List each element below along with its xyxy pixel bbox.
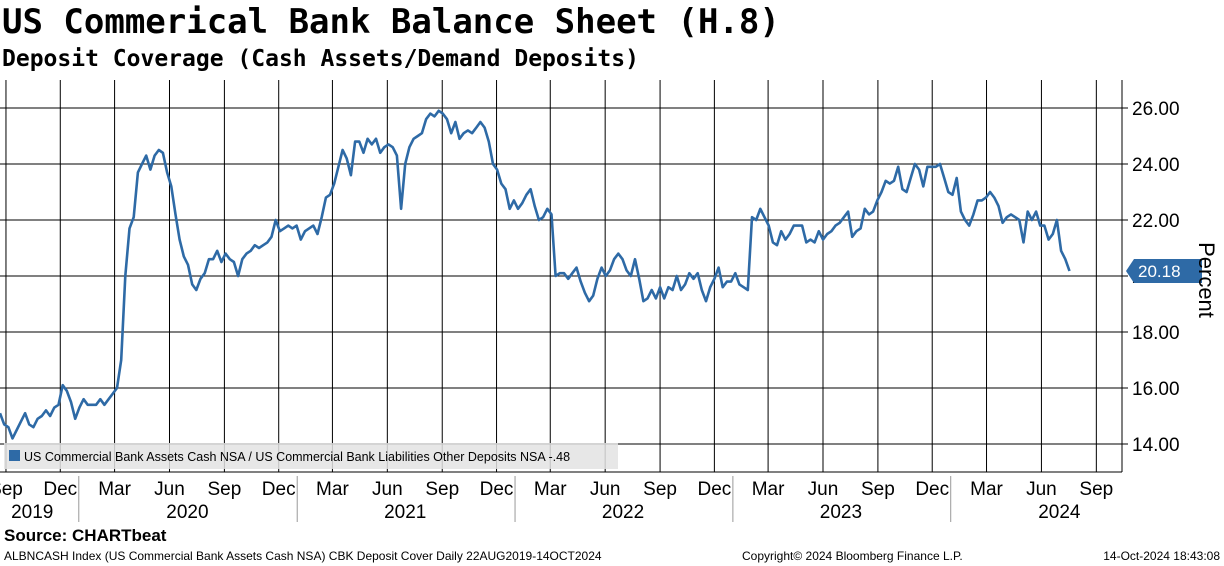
year-label: 2019 bbox=[11, 502, 53, 523]
x-tick-label: Jun bbox=[154, 479, 185, 500]
x-tick-label: Mar bbox=[970, 479, 1003, 500]
y-tick-label: 18.00 bbox=[1132, 323, 1180, 344]
y-tick-label: 14.00 bbox=[1132, 435, 1180, 456]
x-tick-label: Sep bbox=[643, 479, 677, 500]
last-value-badge-shape bbox=[1126, 258, 1202, 283]
series bbox=[0, 109, 1071, 440]
x-tick-label: Dec bbox=[915, 479, 949, 500]
x-tick-label: Dec bbox=[697, 479, 731, 500]
chart-subtitle: Deposit Coverage (Cash Assets/Demand Dep… bbox=[2, 46, 639, 72]
page-title: US Commerical Bank Balance Sheet (H.8) bbox=[2, 2, 780, 42]
x-tick-label: Sep bbox=[1079, 479, 1113, 500]
x-tick-label: Sep bbox=[861, 479, 895, 500]
legend: US Commercial Bank Assets Cash NSA / US … bbox=[4, 443, 618, 469]
y-tick-label: 16.00 bbox=[1132, 379, 1180, 400]
legend-label: US Commercial Bank Assets Cash NSA / US … bbox=[24, 450, 570, 464]
x-tick-label: Mar bbox=[98, 479, 131, 500]
x-tick-label: Sep bbox=[0, 479, 23, 500]
x-tick-label: Jun bbox=[372, 479, 403, 500]
x-tick-label: Jun bbox=[808, 479, 839, 500]
x-tick-label: Mar bbox=[752, 479, 785, 500]
x-tick-label: Dec bbox=[43, 479, 77, 500]
legend-swatch bbox=[9, 450, 20, 461]
footer-copyright: Copyright© 2024 Bloomberg Finance L.P. bbox=[742, 549, 963, 563]
year-label: 2022 bbox=[602, 502, 644, 523]
grid bbox=[0, 80, 1122, 472]
last-value-label: 20.18 bbox=[1138, 262, 1181, 281]
x-tick-label: Jun bbox=[1026, 479, 1057, 500]
footer-index-info: ALBNCASH Index (US Commercial Bank Asset… bbox=[4, 549, 602, 563]
x-tick-label: Mar bbox=[534, 479, 567, 500]
x-tick-label: Dec bbox=[480, 479, 514, 500]
year-label: 2024 bbox=[1038, 502, 1081, 523]
x-tick-label: Sep bbox=[425, 479, 459, 500]
year-label: 2021 bbox=[384, 502, 426, 523]
year-label: 2023 bbox=[820, 502, 862, 523]
y-axis-label: Percent bbox=[1194, 242, 1219, 318]
series-line bbox=[0, 109, 1071, 440]
x-tick-label: Jun bbox=[590, 479, 621, 500]
source-label: Source: CHARTbeat bbox=[4, 526, 167, 545]
x-tick-label: Dec bbox=[262, 479, 296, 500]
x-tick-label: Mar bbox=[316, 479, 349, 500]
y-tick-label: 26.00 bbox=[1132, 99, 1180, 120]
year-label: 2020 bbox=[166, 502, 208, 523]
last-value-badge: 20.18 bbox=[1126, 258, 1202, 283]
y-tick-label: 24.00 bbox=[1132, 155, 1180, 176]
x-tick-label: Sep bbox=[207, 479, 241, 500]
footer-timestamp: 14-Oct-2024 18:43:08 bbox=[1103, 549, 1220, 563]
legend-background bbox=[4, 443, 618, 469]
axes: 14.0016.0018.0020.0022.0024.0026.00SepDe… bbox=[0, 80, 1180, 523]
y-tick-label: 22.00 bbox=[1132, 211, 1180, 232]
